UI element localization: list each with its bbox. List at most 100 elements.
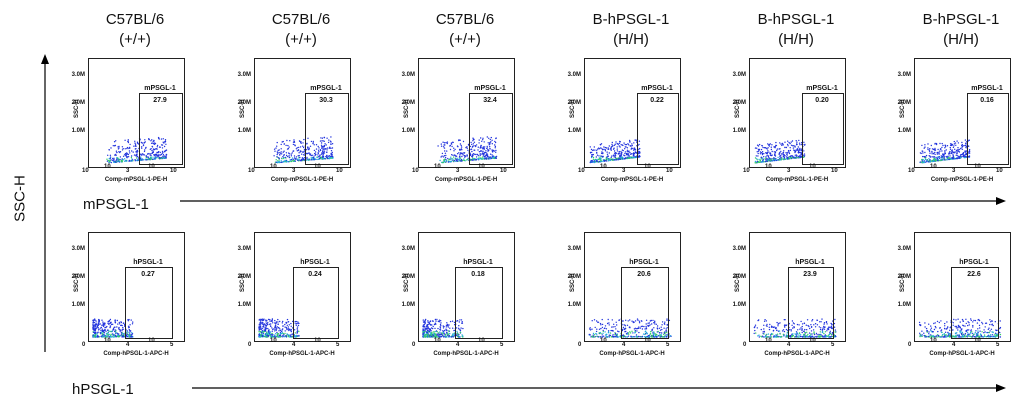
x-tick-label: 10: [412, 168, 419, 174]
x-tick-label: 10: [831, 168, 838, 174]
x-tick-label: 10: [765, 164, 772, 170]
genotype-zygosity: (+/+): [119, 31, 151, 48]
x-axis-label: Comp-mPSGL-1-PE-H: [104, 177, 168, 183]
flow-plot: mPSGL-1 27.9: [88, 58, 185, 168]
x-tick-label: 10: [148, 164, 155, 170]
event-cloud: [258, 318, 300, 338]
x-tick-label: 10: [336, 168, 343, 174]
positive-gate: [305, 93, 349, 165]
gate-name: hPSGL-1: [795, 259, 825, 266]
x-tick-label: 10: [996, 168, 1003, 174]
x-axis-label: Comp-mPSGL-1-PE-H: [765, 177, 829, 183]
positive-gate: [469, 93, 513, 165]
y-axis-title: SSC-H: [11, 175, 29, 222]
x-axis-label: Comp-mPSGL-1-PE-H: [930, 177, 994, 183]
positive-gate: [139, 93, 183, 165]
x-tick-label: 4: [456, 342, 460, 348]
x-tick-label: 5: [666, 342, 670, 348]
x-tick-label: 10: [644, 338, 651, 344]
x-axis-label: Comp-hPSGL-1-APC-H: [433, 351, 499, 357]
x-axis-label: Comp-mPSGL-1-PE-H: [600, 177, 664, 183]
row-label-hpsgl1: hPSGL-1: [72, 381, 134, 398]
y-tick-label: 3.0M: [237, 72, 251, 78]
flow-plot: hPSGL-1 20.6: [584, 232, 681, 342]
x-axis-label: Comp-hPSGL-1-APC-H: [599, 351, 665, 357]
flow-plot: hPSGL-1 0.27: [88, 232, 185, 342]
event-cloud: [422, 318, 464, 338]
flow-plot: hPSGL-1 0.24: [254, 232, 351, 342]
y-tick-label: 3.0M: [401, 72, 415, 78]
column-header: C57BL/6 (+/+): [226, 10, 376, 50]
genotype-zygosity: (H/H): [943, 31, 979, 48]
x-tick-label: 4: [622, 342, 626, 348]
x-tick-label: 10: [104, 338, 111, 344]
x-tick-label: 10: [434, 338, 441, 344]
event-cloud: [273, 136, 334, 164]
genotype-zygosity: (H/H): [613, 31, 649, 48]
x-tick-label: 10: [82, 168, 89, 174]
x-tick-label: 10: [270, 338, 277, 344]
y-tick-label: 2.0M: [567, 100, 581, 106]
genotype-zygosity: (H/H): [778, 31, 814, 48]
x-axis-label: Comp-mPSGL-1-PE-H: [434, 177, 498, 183]
column-header: C57BL/6 (+/+): [390, 10, 540, 50]
x-tick-label: 5: [831, 342, 835, 348]
gate-name: mPSGL-1: [806, 85, 838, 92]
x-tick-label: 10: [170, 168, 177, 174]
gate-percentage: 0.24: [308, 271, 322, 278]
y-tick-label: 1.0M: [237, 302, 251, 308]
y-tick-label: 2.0M: [567, 274, 581, 280]
x-tick-label: 10: [104, 164, 111, 170]
flow-plot: hPSGL-1 0.18: [418, 232, 515, 342]
gate-percentage: 27.9: [153, 97, 167, 104]
flow-plot: mPSGL-1 0.22: [584, 58, 681, 168]
y-tick-label: 2.0M: [237, 274, 251, 280]
x-tick-label: 0: [248, 342, 252, 348]
gate-percentage: 22.6: [967, 271, 981, 278]
gate-name: mPSGL-1: [971, 85, 1003, 92]
y-tick-label: 3.0M: [897, 246, 911, 252]
y-tick-label: 3.0M: [71, 72, 85, 78]
x-tick-label: 10: [974, 164, 981, 170]
x-tick-label: 3: [456, 168, 460, 174]
x-tick-label: 10: [930, 338, 937, 344]
x-tick-label: 10: [478, 164, 485, 170]
flow-plot: hPSGL-1 23.9: [749, 232, 846, 342]
x-axis-label: Comp-hPSGL-1-APC-H: [103, 351, 169, 357]
gate-name: mPSGL-1: [310, 85, 342, 92]
y-tick-label: 1.0M: [71, 128, 85, 134]
x-axis-label: Comp-hPSGL-1-APC-H: [929, 351, 995, 357]
event-cloud: [589, 138, 641, 164]
y-tick-label: 2.0M: [897, 100, 911, 106]
positive-gate: [637, 93, 679, 165]
x-tick-label: 0: [743, 342, 747, 348]
positive-gate: [621, 267, 669, 339]
row2-x-arrowhead: [996, 384, 1006, 392]
x-tick-label: 0: [412, 342, 416, 348]
event-cloud: [92, 318, 134, 338]
positive-gate: [125, 267, 173, 339]
x-tick-label: 10: [809, 338, 816, 344]
event-cloud: [918, 318, 1002, 338]
x-tick-label: 5: [336, 342, 340, 348]
y-tick-label: 2.0M: [71, 274, 85, 280]
y-tick-label: 3.0M: [567, 72, 581, 78]
y-tick-label: 1.0M: [237, 128, 251, 134]
x-tick-label: 10: [478, 338, 485, 344]
gate-percentage: 0.16: [980, 97, 994, 104]
flow-plot: mPSGL-1 30.3: [254, 58, 351, 168]
positive-gate: [967, 93, 1009, 165]
x-tick-label: 5: [500, 342, 504, 348]
x-axis-label: Comp-hPSGL-1-APC-H: [269, 351, 335, 357]
y-tick-label: 3.0M: [732, 72, 746, 78]
y-tick-label: 2.0M: [71, 100, 85, 106]
column-header: B-hPSGL-1 (H/H): [556, 10, 706, 50]
gate-name: mPSGL-1: [474, 85, 506, 92]
genotype-name: B-hPSGL-1: [592, 11, 670, 28]
positive-gate: [455, 267, 503, 339]
x-tick-label: 10: [248, 168, 255, 174]
x-tick-label: 4: [952, 342, 956, 348]
gate-percentage: 0.20: [815, 97, 829, 104]
column-header: C57BL/6 (+/+): [60, 10, 210, 50]
